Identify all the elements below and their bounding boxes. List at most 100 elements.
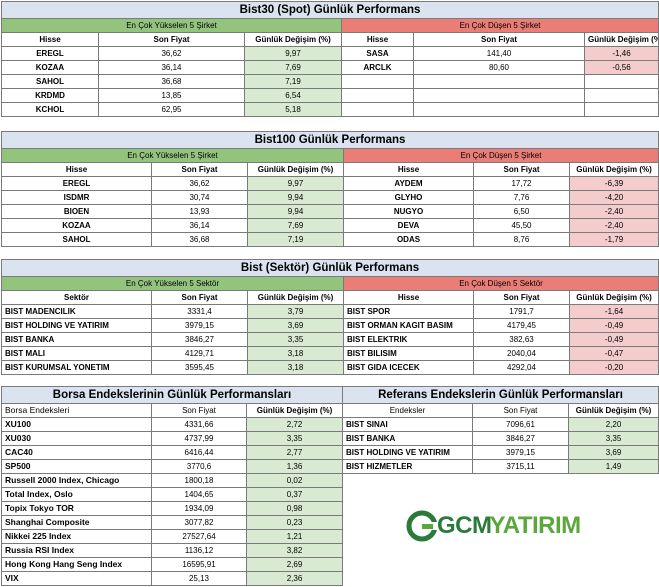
table-row: BIST HIZMETLER 3715,11 1,49 <box>342 459 659 474</box>
price: 382,63 <box>473 332 570 347</box>
change: 3,35 <box>246 431 343 446</box>
change: -2,40 <box>568 204 659 219</box>
sector-name: BIST HOLDING VE YATIRIM <box>1 318 152 333</box>
change: 3,69 <box>247 318 344 333</box>
index-name: BIST HIZMETLER <box>342 459 473 474</box>
change: 1,21 <box>246 529 343 544</box>
sector-table: Bist (Sektör) Günlük Performans En Çok Y… <box>0 259 659 375</box>
col-header: Borsa Endeksleri <box>1 403 152 418</box>
table-row: ISDMR 30,74 9,94 GLYHO 7,76 -4,20 <box>1 190 659 205</box>
change: -1,64 <box>568 304 659 319</box>
price: 36,62 <box>151 176 248 191</box>
ticker: KCHOL <box>1 102 99 117</box>
table-row: EREGL 36,62 9,97 AYDEM 17,72 -6,39 <box>1 176 659 191</box>
bist30-table: Bist30 (Spot) Günlük Performans En Çok Y… <box>0 1 659 117</box>
change: 1,49 <box>567 459 659 474</box>
borsa-title: Borsa Endekslerinin Günlük Performanslar… <box>1 386 343 404</box>
change: 7,69 <box>244 60 342 75</box>
price: 3770,6 <box>151 459 247 474</box>
col-header: Günlük Değişim (%) <box>567 403 659 418</box>
empty-cell <box>413 102 585 117</box>
col-header: Hisse <box>1 32 99 47</box>
change: 2,77 <box>246 445 343 460</box>
ticker: AYDEM <box>343 176 474 191</box>
price: 4737,99 <box>151 431 247 446</box>
table-row: SAHOL 36,68 7,19 ODAS 8,76 -1,79 <box>1 232 659 247</box>
table-row: BIOEN 13,93 9,94 NUGYO 6,50 -2,40 <box>1 204 659 219</box>
index-name: XU100 <box>1 417 152 432</box>
bist100-title: Bist100 Günlük Performans <box>0 131 659 149</box>
price: 36,68 <box>98 74 245 89</box>
price: 3077,82 <box>151 515 247 530</box>
change: 7,19 <box>244 74 342 89</box>
empty-cell <box>341 74 414 89</box>
change: 2,69 <box>246 557 343 572</box>
col-header: Hisse <box>341 32 414 47</box>
ticker: GLYHO <box>343 190 474 205</box>
change: 9,97 <box>247 176 344 191</box>
price: 7096,61 <box>472 417 569 432</box>
change: 3,69 <box>567 445 659 460</box>
ticker: SAHOL <box>1 232 152 247</box>
price: 1934,09 <box>151 501 247 516</box>
price: 1136,12 <box>151 543 247 558</box>
change: 3,79 <box>247 304 344 319</box>
ticker: NUGYO <box>343 204 474 219</box>
table-row: XU100 4331,66 2,72 <box>1 417 343 432</box>
change: 3,35 <box>567 431 659 446</box>
table-row: Shanghai Composite 3077,82 0,23 <box>1 515 343 530</box>
bist30-title: Bist30 (Spot) Günlük Performans <box>0 1 659 19</box>
bist100-gainers-header: En Çok Yükselen 5 Şirket <box>1 148 344 163</box>
price: 1791,7 <box>473 304 570 319</box>
table-row: Russia RSI Index 1136,12 3,82 <box>1 543 343 558</box>
table-row: EREGL 36,62 9,97 SASA 141,40 -1,46 <box>1 46 659 61</box>
change: -0,49 <box>568 332 659 347</box>
index-name: Hong Kong Hang Seng Index <box>1 557 152 572</box>
empty-cell <box>583 74 659 89</box>
change: -0,20 <box>568 360 659 375</box>
ticker: SAHOL <box>1 74 99 89</box>
borsa-column-headers: Borsa Endeksleri Son Fiyat Günlük Değişi… <box>1 403 343 418</box>
index-name: Topix Tokyo TOR <box>1 501 152 516</box>
change: 7,69 <box>247 218 344 233</box>
table-row: Russell 2000 Index, Chicago 1800,18 0,02 <box>1 473 343 488</box>
table-row: Topix Tokyo TOR 1934,09 0,98 <box>1 501 343 516</box>
price: 3595,45 <box>151 360 248 375</box>
index-name: Russell 2000 Index, Chicago <box>1 473 152 488</box>
price: 3715,11 <box>472 459 569 474</box>
index-name: Total Index, Oslo <box>1 487 152 502</box>
price: 13,85 <box>98 88 245 103</box>
ticker: DEVA <box>343 218 474 233</box>
change: 6,54 <box>244 88 342 103</box>
change: -1,46 <box>583 46 659 61</box>
price: 7,76 <box>473 190 570 205</box>
price: 8,76 <box>473 232 570 247</box>
index-name: Russia RSI Index <box>1 543 152 558</box>
table-row: BIST HOLDING VE YATIRIM 3979,15 3,69 BIST … <box>1 318 659 333</box>
price: 36,62 <box>98 46 245 61</box>
col-header: Günlük Değişim (%) <box>246 403 343 418</box>
price: 25,13 <box>151 571 247 586</box>
table-row: VIX 25,13 2,36 <box>1 571 343 586</box>
col-header: Sektör <box>1 290 152 305</box>
bist30-gainers-header: En Çok Yükselen 5 Şirket <box>1 18 342 33</box>
change: 1,36 <box>246 459 343 474</box>
referans-title: Referans Endekslerin Günlük Performansla… <box>341 386 659 404</box>
price: 3979,15 <box>472 445 569 460</box>
change: 5,18 <box>244 102 342 117</box>
change: 9,94 <box>247 204 344 219</box>
table-row: KOZAA 36,14 7,69 ARCLK 80,60 -0,56 <box>1 60 659 75</box>
table-row: BIST MADENCILIK 3331,4 3,79 BIST SPOR 1791,… <box>1 304 659 319</box>
price: 3846,27 <box>151 332 248 347</box>
price: 3331,4 <box>151 304 248 319</box>
bist100-losers-header: En Çok Düşen 5 Şirket <box>342 148 659 163</box>
col-header: Günlük Değişim (%) <box>568 162 659 177</box>
ticker: ARCLK <box>341 60 414 75</box>
change: -2,40 <box>568 218 659 233</box>
price: 2040,04 <box>473 346 570 361</box>
table-row: BIST MALI 4129,71 3,18 BIST BILISIM 2040,04… <box>1 346 659 361</box>
col-header: Günlük Değişim (%) <box>568 290 659 305</box>
ticker: KOZAA <box>1 60 99 75</box>
change: 2,36 <box>246 571 343 586</box>
table-row: KRDMD 13,85 6,54 <box>1 88 659 103</box>
